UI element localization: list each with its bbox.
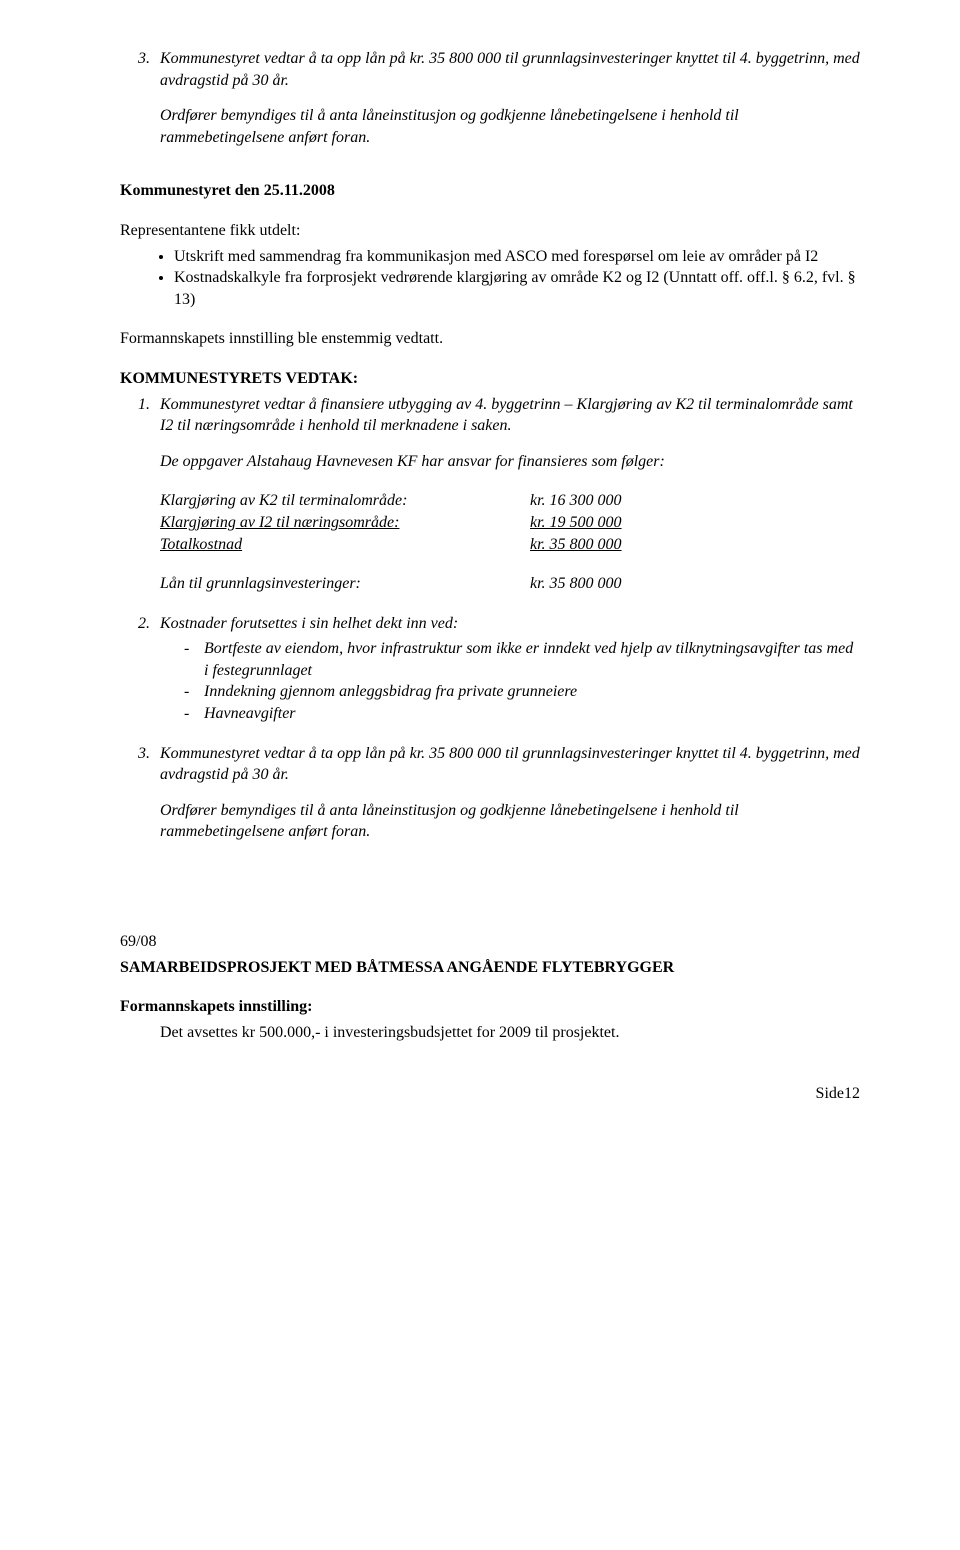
cost-table: Klargjøring av K2 til terminalområde: kr… [160,490,860,555]
text: Ordfører bemyndiges til å anta låneinsti… [160,107,739,146]
cost-label: Klargjøring av I2 til næringsområde: [160,512,530,534]
vedtak-list-cont-3: Kommunestyret vedtar å ta opp lån på kr.… [120,743,860,843]
text: Ordfører bemyndiges til å anta låneinsti… [160,802,739,841]
innstilling-body: Det avsettes kr 500.000,- i investerings… [160,1022,860,1044]
page-number: Side12 [120,1083,860,1105]
loan-label: Lån til grunnlagsinvesteringer: [160,573,530,595]
loan-row: Lån til grunnlagsinvesteringer: kr. 35 8… [160,573,860,595]
bullet-item: Utskrift med sammendrag fra kommunikasjo… [174,246,860,268]
cost-value: kr. 16 300 000 [530,490,710,512]
dash-list: Bortfeste av eiendom, hvor infrastruktur… [160,638,860,724]
top-list: Kommunestyret vedtar å ta opp lån på kr.… [120,48,860,148]
text: Kommunestyret vedtar å ta opp lån på kr.… [160,50,860,89]
dash-item: Bortfeste av eiendom, hvor infrastruktur… [184,638,860,681]
document-page: Kommunestyret vedtar å ta opp lån på kr.… [0,0,960,1145]
cost-row: Totalkostnad kr. 35 800 000 [160,534,860,556]
vedtak-item-2: Kostnader forutsettes i sin helhet dekt … [154,613,860,725]
text: Kommunestyret vedtar å finansiere utbygg… [160,396,853,435]
cost-value: kr. 35 800 000 [530,534,710,556]
text: Kostnader forutsettes i sin helhet dekt … [160,615,458,632]
bullet-item: Kostnadskalkyle fra forprosjekt vedrøren… [174,267,860,310]
dash-item: Havneavgifter [184,703,860,725]
cost-row: Klargjøring av I2 til næringsområde: kr.… [160,512,860,534]
cost-value: kr. 19 500 000 [530,512,710,534]
loan-table: Lån til grunnlagsinvesteringer: kr. 35 8… [160,573,860,595]
text: Kommunestyret vedtar å ta opp lån på kr.… [160,745,860,784]
cost-row: Klargjøring av K2 til terminalområde: kr… [160,490,860,512]
text: De oppgaver Alstahaug Havnevesen KF har … [160,453,665,470]
top-item-3: Kommunestyret vedtar å ta opp lån på kr.… [154,48,860,148]
cost-label: Totalkostnad [160,534,530,556]
dash-item: Inndekning gjennom anleggsbidrag fra pri… [184,681,860,703]
vedtak-item-3: Kommunestyret vedtar å ta opp lån på kr.… [154,743,860,843]
case-title: SAMARBEIDSPROSJEKT MED BÅTMESSA ANGÅENDE… [120,957,860,979]
innstilling-heading: Formannskapets innstilling: [120,996,860,1018]
vedtak-list: Kommunestyret vedtar å finansiere utbygg… [120,394,860,473]
vedtak-list-cont: Kostnader forutsettes i sin helhet dekt … [120,613,860,725]
vedtak-item-1: Kommunestyret vedtar å finansiere utbygg… [154,394,860,473]
rep-bullets: Utskrift med sammendrag fra kommunikasjo… [120,246,860,311]
date-heading: Kommunestyret den 25.11.2008 [120,180,860,202]
unanimous-line: Formannskapets innstilling ble enstemmig… [120,328,860,350]
cost-label: Klargjøring av K2 til terminalområde: [160,490,530,512]
case-ref: 69/08 [120,931,860,953]
loan-value: kr. 35 800 000 [530,573,710,595]
vedtak-heading: KOMMUNESTYRETS VEDTAK: [120,368,860,390]
rep-line: Representantene fikk utdelt: [120,220,860,242]
